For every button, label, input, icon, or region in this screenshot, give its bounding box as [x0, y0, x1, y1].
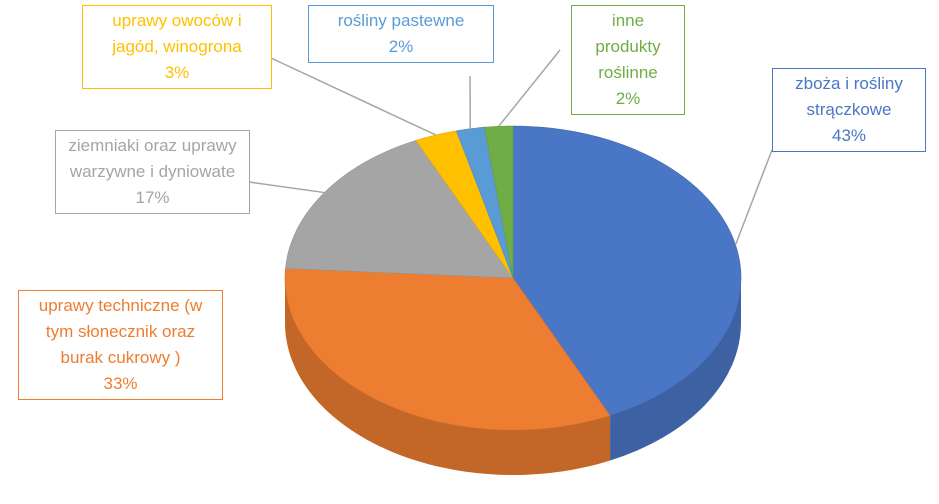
label-category: uprawy owoców i jagód, winogrona	[112, 11, 242, 56]
label-category: rośliny pastewne	[337, 11, 465, 30]
leader-line	[734, 149, 773, 246]
leader-line	[498, 49, 561, 127]
data-label: zboża i rośliny strączkowe 43%	[772, 68, 926, 152]
data-label: uprawy techniczne (w tym słonecznik oraz…	[18, 290, 223, 400]
leader-line	[248, 181, 325, 194]
label-value: 33%	[103, 374, 138, 393]
label-value: 43%	[831, 126, 867, 145]
label-category: inne produkty roślinne	[595, 11, 661, 82]
slice	[484, 125, 514, 279]
slice	[512, 125, 742, 416]
data-label: rośliny pastewne 2%	[308, 5, 494, 63]
pie-sides	[285, 278, 741, 475]
label-value: 17%	[135, 188, 170, 207]
label-value: 2%	[388, 37, 414, 56]
leaders	[248, 49, 773, 246]
slice-side	[610, 278, 741, 461]
data-label: ziemniaki oraz uprawy warzywne i dyniowa…	[55, 130, 250, 214]
data-label: uprawy owoców i jagód, winogrona 3%	[82, 5, 272, 89]
label-value: 3%	[164, 63, 190, 82]
slice	[284, 268, 611, 431]
label-category: uprawy techniczne (w tym słonecznik oraz…	[38, 296, 203, 367]
label-value: 2%	[615, 89, 641, 108]
leader-line	[270, 57, 437, 136]
label-category: zboża i rośliny strączkowe	[795, 74, 903, 119]
slice-side	[285, 278, 611, 475]
pie-tops	[284, 125, 742, 431]
data-label: inne produkty roślinne 2%	[571, 5, 685, 115]
label-category: ziemniaki oraz uprawy warzywne i dyniowa…	[68, 136, 237, 181]
